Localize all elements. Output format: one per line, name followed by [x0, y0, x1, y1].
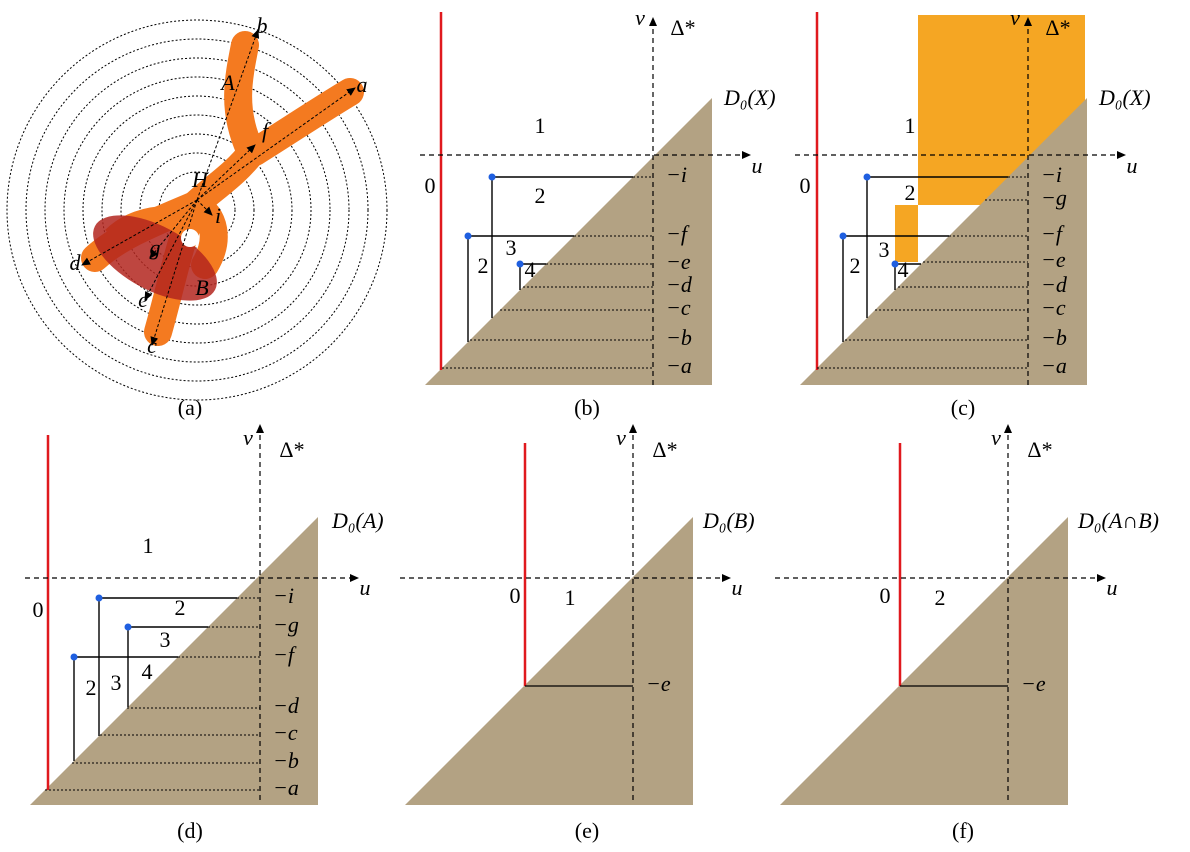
label: −g [1041, 185, 1067, 210]
label: 2 [850, 253, 861, 278]
label: (b) [574, 395, 600, 420]
diagram-point [71, 654, 78, 661]
label: −e [666, 249, 691, 274]
label: −e [1041, 247, 1066, 272]
label: 2 [86, 675, 97, 700]
label: 0 [880, 583, 891, 608]
label: −d [273, 693, 300, 718]
label: 0 [33, 597, 44, 622]
label: D₀(X) [1098, 85, 1151, 110]
diagram-point [840, 233, 847, 240]
label: 2 [905, 180, 916, 205]
label: −b [273, 748, 299, 773]
label: −a [1041, 353, 1067, 378]
label: b [257, 13, 268, 38]
label: 4 [525, 257, 536, 282]
label: −a [273, 775, 299, 800]
label: g [150, 235, 161, 260]
label: Δ* [279, 437, 304, 462]
label: (e) [575, 818, 599, 843]
label: u [360, 575, 371, 600]
label: D₀(X) [723, 85, 776, 110]
label: 1 [905, 113, 916, 138]
label: −c [666, 295, 691, 320]
label: D₀(A∩B) [1077, 508, 1159, 533]
label: 0 [510, 583, 521, 608]
label: −c [273, 720, 298, 745]
label: d [70, 250, 82, 275]
label: −c [1041, 295, 1066, 320]
label: −i [1041, 162, 1062, 187]
label: 4 [142, 659, 153, 684]
label: c [147, 333, 157, 358]
label: A [219, 70, 235, 95]
label: 2 [175, 595, 186, 620]
label: −f [273, 642, 297, 667]
label: u [1127, 153, 1138, 178]
label: (f) [952, 818, 974, 843]
label: a [357, 72, 368, 97]
label: i [215, 203, 221, 228]
label: −d [666, 272, 693, 297]
diagram-point [465, 233, 472, 240]
label: −a [666, 353, 692, 378]
label: −b [1041, 325, 1067, 350]
filtration-region [895, 205, 918, 262]
diagram-point [864, 174, 871, 181]
label: (d) [177, 818, 203, 843]
label: B [195, 275, 208, 300]
label: D₀(B) [702, 508, 755, 533]
label: u [752, 153, 763, 178]
label: e [138, 287, 148, 312]
label: Δ* [1045, 15, 1070, 40]
label: −f [666, 221, 690, 246]
label: −g [273, 612, 299, 637]
label: 3 [111, 670, 122, 695]
label: −i [666, 162, 687, 187]
label: (a) [178, 395, 202, 420]
label: −i [273, 583, 294, 608]
diagram-point [517, 261, 524, 268]
label: v [1010, 5, 1020, 30]
label: 3 [160, 627, 171, 652]
label: u [732, 575, 743, 600]
label: v [991, 425, 1001, 450]
label: 0 [800, 173, 811, 198]
label: Δ* [670, 15, 695, 40]
label: 1 [565, 585, 576, 610]
label: H [191, 167, 209, 192]
label: 3 [879, 237, 890, 262]
shape-x [238, 45, 250, 150]
label: D₀(A) [331, 508, 384, 533]
label: −f [1041, 221, 1065, 246]
label: (c) [951, 395, 975, 420]
label: u [1107, 575, 1118, 600]
figure: abcdefgHiAB(a)−i−f−e−d−c−b−a012234vΔ*uD₀… [0, 0, 1190, 852]
label: 2 [935, 585, 946, 610]
label: 2 [535, 183, 546, 208]
label: 1 [143, 533, 154, 558]
label: Δ* [652, 437, 677, 462]
label: 4 [898, 257, 909, 282]
label: −e [1021, 671, 1046, 696]
diagram-point [489, 174, 496, 181]
label: 2 [478, 253, 489, 278]
label: −d [1041, 272, 1068, 297]
label: −e [646, 671, 671, 696]
label: v [243, 425, 253, 450]
diagram-point [125, 624, 132, 631]
label: v [616, 425, 626, 450]
label: 0 [425, 173, 436, 198]
diagram-point [96, 595, 103, 602]
label: 3 [506, 235, 517, 260]
label: −b [666, 325, 692, 350]
label: 1 [535, 113, 546, 138]
label: v [635, 5, 645, 30]
label: Δ* [1027, 437, 1052, 462]
